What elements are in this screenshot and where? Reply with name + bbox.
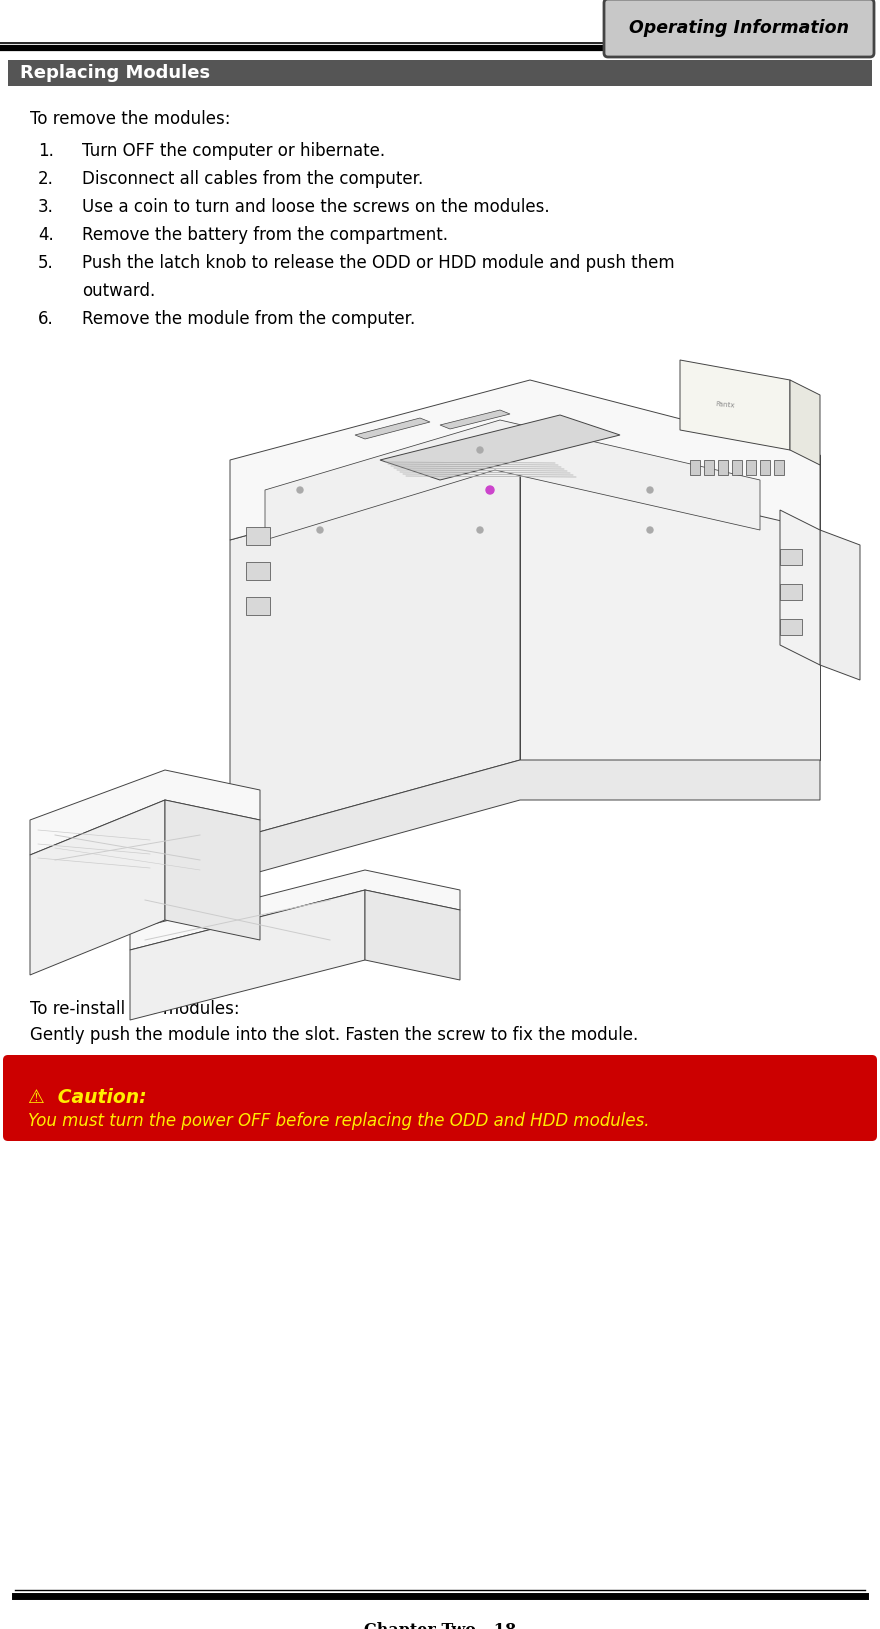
Text: 6.: 6. bbox=[38, 310, 54, 327]
Text: Replacing Modules: Replacing Modules bbox=[20, 64, 210, 81]
Bar bbox=[246, 596, 270, 616]
Polygon shape bbox=[30, 771, 260, 855]
Bar bbox=[760, 459, 770, 476]
Polygon shape bbox=[230, 380, 820, 539]
Circle shape bbox=[317, 528, 323, 533]
Bar bbox=[780, 585, 802, 599]
Bar bbox=[704, 459, 714, 476]
Bar bbox=[774, 459, 784, 476]
Text: To re-install the modules:: To re-install the modules: bbox=[30, 1000, 239, 1018]
Text: ⚠  Caution:: ⚠ Caution: bbox=[28, 1088, 147, 1108]
Circle shape bbox=[477, 528, 483, 533]
Polygon shape bbox=[680, 360, 790, 450]
Text: Remove the battery from the compartment.: Remove the battery from the compartment. bbox=[82, 226, 448, 244]
Circle shape bbox=[647, 528, 653, 533]
Text: Pantx: Pantx bbox=[715, 401, 735, 409]
Bar bbox=[780, 619, 802, 635]
Polygon shape bbox=[130, 889, 365, 1020]
Bar bbox=[732, 459, 742, 476]
Bar bbox=[8, 60, 872, 86]
Bar bbox=[746, 459, 756, 476]
Text: 4.: 4. bbox=[38, 226, 54, 244]
Circle shape bbox=[477, 446, 483, 453]
Polygon shape bbox=[165, 800, 260, 940]
Text: To remove the modules:: To remove the modules: bbox=[30, 111, 231, 129]
Text: Gently push the module into the slot. Fasten the screw to fix the module.: Gently push the module into the slot. Fa… bbox=[30, 1026, 638, 1044]
Polygon shape bbox=[380, 415, 620, 481]
Bar bbox=[780, 549, 802, 565]
Polygon shape bbox=[820, 529, 860, 679]
Polygon shape bbox=[265, 420, 760, 539]
Text: 2.: 2. bbox=[38, 169, 54, 187]
Polygon shape bbox=[230, 761, 820, 880]
FancyBboxPatch shape bbox=[604, 0, 874, 57]
Circle shape bbox=[486, 485, 494, 494]
Text: outward.: outward. bbox=[82, 282, 155, 300]
Polygon shape bbox=[30, 800, 165, 976]
Polygon shape bbox=[230, 459, 520, 841]
Polygon shape bbox=[355, 419, 430, 438]
Bar bbox=[718, 459, 728, 476]
Text: Remove the module from the computer.: Remove the module from the computer. bbox=[82, 310, 415, 327]
Text: Disconnect all cables from the computer.: Disconnect all cables from the computer. bbox=[82, 169, 423, 187]
Bar bbox=[246, 562, 270, 580]
Polygon shape bbox=[780, 510, 820, 665]
Bar bbox=[246, 528, 270, 546]
Text: 5.: 5. bbox=[38, 254, 54, 272]
Text: 3.: 3. bbox=[38, 199, 54, 217]
Text: You must turn the power OFF before replacing the ODD and HDD modules.: You must turn the power OFF before repla… bbox=[28, 1113, 649, 1131]
Text: Use a coin to turn and loose the screws on the modules.: Use a coin to turn and loose the screws … bbox=[82, 199, 550, 217]
Circle shape bbox=[297, 487, 303, 494]
FancyBboxPatch shape bbox=[3, 1056, 877, 1140]
Text: Operating Information: Operating Information bbox=[629, 20, 849, 37]
Polygon shape bbox=[130, 870, 460, 950]
Polygon shape bbox=[790, 380, 820, 464]
Text: Turn OFF the computer or hibernate.: Turn OFF the computer or hibernate. bbox=[82, 142, 385, 160]
Circle shape bbox=[647, 487, 653, 494]
Text: Push the latch knob to release the ODD or HDD module and push them: Push the latch knob to release the ODD o… bbox=[82, 254, 675, 272]
Text: Chapter Two - 18: Chapter Two - 18 bbox=[363, 1622, 517, 1629]
Text: 1.: 1. bbox=[38, 142, 54, 160]
Polygon shape bbox=[520, 454, 820, 761]
Polygon shape bbox=[365, 889, 460, 981]
Polygon shape bbox=[440, 411, 510, 428]
Bar bbox=[690, 459, 700, 476]
